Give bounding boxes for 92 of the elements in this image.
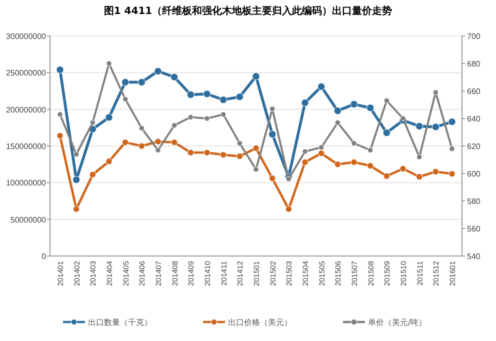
point <box>400 116 406 122</box>
point <box>72 176 80 184</box>
point <box>236 152 244 160</box>
point <box>138 142 146 150</box>
point <box>236 93 244 101</box>
point <box>432 168 440 176</box>
point <box>302 158 308 166</box>
chart-title: 图1 4411（纤维板和强化木地板主要归入此编码）出口量价走势 <box>104 5 392 17</box>
y2-tick-label: 660 <box>467 87 481 96</box>
point <box>448 170 456 178</box>
point <box>89 171 96 178</box>
point <box>106 60 112 66</box>
point <box>367 147 374 153</box>
point <box>350 100 358 108</box>
point <box>400 165 406 172</box>
point <box>90 120 96 126</box>
point <box>204 149 210 156</box>
point <box>285 206 292 212</box>
point <box>350 158 358 166</box>
point <box>170 138 178 146</box>
legend-label: 单价（美元/吨） <box>368 318 427 327</box>
point <box>318 150 325 157</box>
point <box>252 72 260 80</box>
y2-tick-label: 540 <box>467 252 481 261</box>
point <box>268 130 276 138</box>
point <box>121 78 130 86</box>
point <box>219 96 228 104</box>
point <box>334 120 341 126</box>
point <box>286 176 292 182</box>
y2-tick-label: 620 <box>467 142 481 151</box>
point <box>366 104 374 112</box>
point <box>253 166 259 172</box>
y2-tick-label: 700 <box>467 32 481 41</box>
y-tick-label: 0 <box>42 252 47 261</box>
point <box>155 147 161 153</box>
point <box>56 132 64 140</box>
point <box>106 158 112 165</box>
point <box>416 173 423 180</box>
y-tick-label: 200000000 <box>6 105 47 114</box>
point <box>204 116 210 122</box>
point <box>384 98 390 104</box>
point <box>432 123 440 131</box>
point <box>449 146 455 152</box>
point <box>432 90 439 96</box>
y-tick-label: 150000000 <box>6 142 47 151</box>
point <box>236 140 243 146</box>
point <box>252 144 260 152</box>
y2-tick-label: 600 <box>467 170 481 178</box>
point <box>187 149 194 156</box>
point <box>122 138 129 146</box>
point <box>334 106 342 115</box>
point <box>301 98 309 107</box>
point <box>351 140 357 146</box>
legend-label: 出口价格（美元） <box>228 318 292 327</box>
point <box>73 151 80 158</box>
point <box>416 154 422 160</box>
point <box>317 82 326 90</box>
y-tick-label: 100000000 <box>6 178 47 188</box>
point <box>220 112 226 118</box>
point <box>220 151 227 158</box>
y-tick-label: 50000000 <box>10 215 47 224</box>
point <box>186 90 195 99</box>
point <box>383 172 390 180</box>
point <box>138 125 145 131</box>
point <box>382 128 391 137</box>
point <box>268 174 276 182</box>
point <box>366 162 374 170</box>
point <box>302 148 308 154</box>
point <box>72 206 80 212</box>
point <box>318 144 324 150</box>
y-tick-label: 250000000 <box>6 68 47 78</box>
point <box>56 66 64 74</box>
point <box>138 78 146 86</box>
point <box>154 138 162 145</box>
point <box>415 122 424 130</box>
y2-tick-label: 640 <box>467 114 481 124</box>
point <box>334 160 342 168</box>
point <box>170 73 178 81</box>
point <box>105 114 113 122</box>
point <box>57 112 63 118</box>
point <box>154 67 162 76</box>
point <box>188 114 194 120</box>
point <box>448 118 456 126</box>
y2-tick-label: 580 <box>467 197 481 206</box>
point <box>269 106 276 112</box>
y-tick-label: 300000000 <box>6 32 47 41</box>
legend-label: 出口数量（千克） <box>88 318 152 327</box>
y2-tick-label: 560 <box>467 224 481 234</box>
point <box>122 96 128 102</box>
y2-tick-label: 680 <box>467 60 481 68</box>
point <box>171 122 178 128</box>
point <box>203 90 211 98</box>
